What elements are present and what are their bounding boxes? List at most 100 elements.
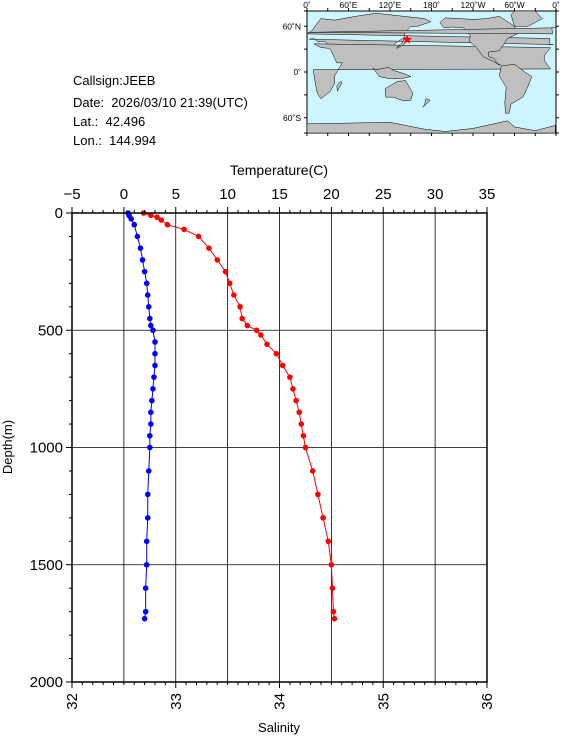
temperature-data-point	[164, 221, 171, 228]
map-landmasses	[306, 10, 556, 134]
map-longitude-label: 60˚E	[340, 0, 358, 10]
salinity-data-point	[144, 491, 151, 498]
temperature-tick-label: 0	[120, 186, 128, 203]
temperature-data-point	[302, 444, 309, 451]
temperature-data-point	[239, 315, 245, 322]
temperature-axis-label: Temperature(C)	[230, 162, 328, 178]
map-frame-ticks	[304, 8, 559, 136]
station-star	[402, 34, 413, 44]
temperature-data-point	[258, 332, 264, 338]
map-longitude-label: 180˚	[423, 0, 440, 10]
temperature-data-point	[328, 561, 335, 568]
temperature-data-point	[244, 322, 251, 329]
salinity-data-point	[150, 327, 156, 334]
temperature-data-point	[300, 432, 307, 439]
temperature-data-point	[226, 280, 233, 287]
station-marker-icon	[402, 34, 413, 44]
salinity-tick-labels: 32 33 34 35 36	[64, 693, 496, 710]
salinity-data-point	[150, 386, 156, 392]
map-latitude-label: 60˚S	[283, 113, 301, 123]
salinity-data-point	[148, 409, 154, 416]
date-text: Date: 2026/03/10 21:39(UTC)	[73, 95, 248, 110]
salinity-data-point	[149, 397, 155, 404]
salinity-data-point	[147, 444, 153, 451]
temperature-profile-line	[143, 212, 335, 619]
temperature-data-point	[154, 214, 160, 221]
salinity-data-point	[145, 304, 152, 310]
salinity-data-point	[141, 615, 148, 622]
temperature-data-point	[253, 327, 260, 334]
salinity-data-point	[143, 561, 150, 568]
depth-tick-label: 2000	[30, 674, 63, 691]
temperature-data-point	[293, 397, 299, 404]
temperature-tick-labels: −5 0 5 10 15 20 25 30 35	[63, 186, 495, 203]
temperature-data-point	[231, 292, 237, 298]
landmass-madagascar	[336, 80, 342, 92]
salinity-data-point	[143, 280, 150, 287]
temperature-data-point	[195, 233, 202, 240]
landmass-australia	[384, 80, 414, 102]
depth-tick-label: 0	[55, 205, 63, 222]
temperature-data-point	[206, 245, 212, 251]
map-longitude-label: 0˚	[303, 0, 311, 10]
temperature-data-point	[273, 350, 280, 357]
salinity-data-point	[144, 515, 151, 521]
temperature-data-point	[330, 608, 337, 615]
depth-tick-label: 500	[38, 322, 63, 339]
salinity-data-point	[147, 315, 153, 322]
depth-axis-label: Depth(m)	[0, 420, 15, 474]
map-latitude-label: 60˚N	[283, 21, 301, 31]
salinity-data-point	[141, 268, 148, 275]
salinity-data-point	[148, 421, 154, 427]
salinity-data-point	[134, 233, 141, 240]
landmass-new-zealand	[422, 98, 431, 108]
salinity-data-point	[142, 585, 149, 591]
temperature-data-point	[148, 212, 154, 219]
salinity-data-point	[143, 538, 150, 545]
temperature-data-point	[329, 585, 336, 591]
series-layer	[125, 210, 338, 622]
temperature-tick-label: 20	[323, 186, 340, 203]
callsign-text: Callsign:JEEB	[73, 73, 156, 88]
salinity-data-point	[152, 339, 158, 345]
salinity-data-point	[144, 292, 151, 298]
salinity-data-point	[152, 350, 158, 357]
temperature-data-point	[237, 304, 243, 310]
salinity-data-point	[145, 468, 152, 474]
salinity-data-point	[147, 432, 153, 439]
landmass-uk	[308, 27, 556, 35]
landmass-indonesia	[372, 67, 412, 80]
map-longitude-label: 60˚W	[504, 0, 524, 10]
salinity-profile-line	[127, 212, 156, 619]
longitude-text: Lon.: 144.994	[73, 133, 157, 148]
world-map-inset: 0˚ 60˚E 120˚E 180˚ 120˚W 60˚W 0˚ 60˚N 0˚ 60˚S	[283, 0, 560, 136]
temperature-tick-label: 15	[271, 186, 288, 203]
salinity-data-point	[142, 608, 149, 615]
salinity-data-point	[139, 257, 146, 263]
temperature-data-point	[222, 268, 229, 275]
temperature-tick-label: 35	[479, 186, 496, 203]
temperature-data-point	[279, 362, 286, 369]
salinity-tick-label: 35	[375, 693, 392, 710]
depth-tick-label: 1000	[30, 440, 63, 457]
map-longitude-labels: 0˚ 60˚E 120˚E 180˚ 120˚W 60˚W 0˚	[303, 0, 560, 10]
temperature-tick-label: −5	[63, 186, 80, 203]
profile-plot: −5 0 5 10 15 20 25 30 35 32 33 34 35 36 050010001500…	[0, 162, 496, 735]
plot-axes	[66, 207, 488, 688]
temperature-data-point	[214, 257, 221, 263]
map-longitude-label: 120˚E	[379, 0, 402, 10]
temperature-data-point	[309, 468, 316, 474]
landmass-antarctica	[306, 120, 556, 134]
map-longitude-label: 0˚	[552, 0, 560, 10]
salinity-tick-label: 33	[168, 693, 185, 710]
map-longitude-label: 120˚W	[460, 0, 485, 10]
temperature-data-point	[325, 538, 332, 545]
depth-tick-label: 1500	[30, 557, 63, 574]
landmass-south-america	[499, 64, 533, 114]
salinity-data-point	[152, 362, 158, 369]
map-latitude-label: 0˚	[293, 67, 301, 77]
temperature-tick-label: 25	[375, 186, 392, 203]
plot-grid	[72, 213, 487, 682]
salinity-tick-label: 32	[64, 693, 81, 710]
